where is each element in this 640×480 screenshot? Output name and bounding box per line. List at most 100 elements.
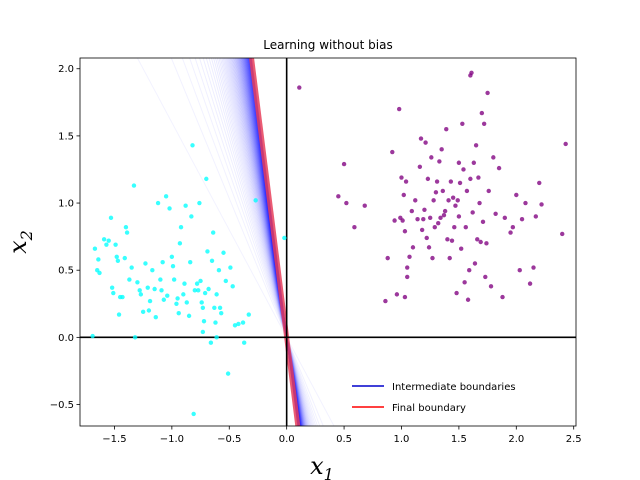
data-point <box>390 149 395 155</box>
intermediate-boundary-line <box>210 58 312 426</box>
intermediate-boundary-line <box>213 58 311 426</box>
data-point <box>418 136 424 141</box>
data-point <box>171 277 177 282</box>
data-point <box>109 285 115 290</box>
data-point <box>223 278 229 284</box>
data-point <box>446 198 451 203</box>
data-point <box>201 319 207 324</box>
data-point <box>444 126 449 132</box>
data-point <box>208 340 214 345</box>
data-point <box>448 179 454 184</box>
data-point <box>111 290 116 296</box>
data-point <box>436 220 441 226</box>
data-point <box>476 175 481 180</box>
data-point <box>502 215 508 221</box>
data-point <box>455 198 460 203</box>
data-point <box>440 188 446 194</box>
intermediate-boundary-line <box>216 58 310 426</box>
data-point <box>132 335 138 340</box>
data-point <box>533 214 539 219</box>
data-point <box>123 225 129 230</box>
data-point <box>204 176 209 182</box>
data-point <box>213 320 218 325</box>
data-point <box>182 281 187 286</box>
data-point <box>150 268 155 273</box>
data-point <box>152 286 157 292</box>
data-point <box>140 309 146 315</box>
data-point <box>453 203 458 208</box>
data-point <box>192 288 198 293</box>
data-point <box>282 235 287 241</box>
data-point <box>174 301 179 306</box>
y-tick-label: 1.0 <box>58 199 74 210</box>
data-point <box>470 210 475 215</box>
data-point <box>423 140 428 145</box>
data-point <box>409 208 415 214</box>
data-point <box>115 258 121 264</box>
data-point <box>199 300 204 305</box>
data-point <box>539 202 544 207</box>
data-point <box>92 246 98 251</box>
data-point <box>419 227 425 233</box>
data-point <box>485 90 490 96</box>
data-point <box>175 296 180 301</box>
data-point <box>90 333 95 339</box>
intermediate-boundary-line <box>219 58 309 426</box>
data-point <box>344 200 349 206</box>
data-point <box>120 294 125 300</box>
chart-title: Learning without bias <box>263 38 392 52</box>
data-point <box>467 268 472 273</box>
data-point <box>450 195 456 200</box>
data-point <box>209 258 215 264</box>
data-point <box>232 323 238 328</box>
data-point <box>402 294 408 300</box>
data-point <box>146 308 152 313</box>
data-point <box>106 238 111 243</box>
data-point <box>457 180 463 186</box>
intermediate-boundary-line <box>222 58 308 426</box>
data-point <box>228 265 233 270</box>
data-point <box>471 160 477 165</box>
data-point <box>461 167 466 172</box>
data-point <box>452 225 457 230</box>
data-point <box>464 188 470 194</box>
intermediate-boundary-line <box>202 58 314 426</box>
data-point <box>477 200 482 206</box>
y-axis-ticks: −0.5 0.0 0.5 1.0 1.5 2.0 <box>50 64 80 411</box>
data-point <box>221 250 226 255</box>
data-point <box>153 315 158 320</box>
data-point <box>519 216 525 222</box>
data-point <box>465 297 471 302</box>
data-point <box>484 241 489 246</box>
data-point <box>352 225 357 230</box>
data-point <box>425 176 431 182</box>
data-point <box>214 335 219 340</box>
data-point <box>560 231 565 237</box>
data-point <box>427 215 433 221</box>
intermediate-boundary-line <box>225 58 307 426</box>
data-point <box>463 225 468 230</box>
data-point <box>483 274 488 280</box>
data-point <box>189 214 194 219</box>
data-point <box>212 305 217 311</box>
data-point <box>445 237 450 242</box>
data-point <box>426 245 432 250</box>
data-point <box>510 225 516 230</box>
data-point <box>165 293 170 298</box>
data-point <box>177 241 183 246</box>
final-boundary-line <box>249 58 301 426</box>
data-point <box>122 255 127 261</box>
y-axis-label: x2 <box>4 230 36 254</box>
y-tick-label: 2.0 <box>58 64 74 75</box>
data-point <box>478 239 483 245</box>
data-point <box>473 143 479 148</box>
intermediate-boundary-line <box>223 58 307 426</box>
legend-label-intermediate: Intermediate boundaries <box>392 382 516 393</box>
data-point <box>160 259 165 265</box>
data-point <box>486 188 491 194</box>
svg-text:x2: x2 <box>4 230 36 254</box>
y-axis-label-main: x <box>4 240 32 254</box>
data-point <box>188 259 193 265</box>
data-point <box>405 274 410 280</box>
